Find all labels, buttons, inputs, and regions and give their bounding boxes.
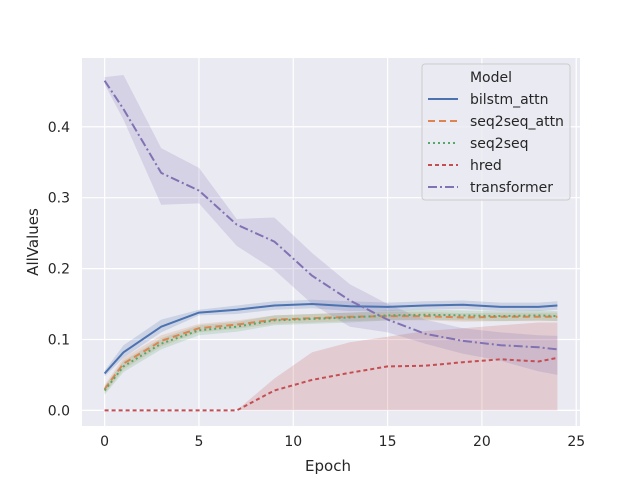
x-tick-label: 20 (473, 434, 491, 450)
legend-label-seq2seq-attn: seq2seq_attn (470, 114, 564, 130)
band-transformer (104, 75, 558, 375)
x-tick-label: 15 (379, 434, 397, 450)
legend: Model bilstm_attn seq2seq_attn seq2seq hred… (421, 63, 571, 201)
band-seq2seq (104, 309, 558, 395)
legend-label-seq2seq: seq2seq (470, 136, 529, 152)
line-transformer (103, 80, 558, 351)
legend-label-hred: hred (470, 158, 502, 174)
band-seq2seq-attn (104, 311, 558, 394)
series-lines (103, 80, 558, 412)
y-axis-label: AllValues (24, 208, 42, 276)
y-tick-label: 0.2 (48, 262, 70, 278)
legend-box (421, 63, 571, 201)
legend-title: Model (470, 70, 512, 86)
x-tick-label: 0 (100, 434, 109, 450)
y-tick-label: 0.0 (48, 403, 70, 419)
legend-label-bilstm-attn: bilstm_attn (470, 92, 549, 108)
x-tick-label: 10 (284, 434, 302, 450)
x-tick-label: 25 (567, 434, 585, 450)
y-tick-label: 0.1 (48, 332, 70, 348)
band-hred (104, 322, 558, 411)
legend-label-transformer: transformer (470, 180, 553, 196)
y-tick-label: 0.3 (48, 191, 70, 207)
y-tick-label: 0.4 (48, 120, 70, 136)
line-hred (104, 356, 558, 412)
line-bilstm-attn (103, 303, 558, 375)
x-axis-label: Epoch (305, 457, 351, 475)
x-tick-labels: 0 5 10 15 20 25 (100, 434, 585, 450)
line-seq2seq (103, 313, 558, 392)
x-tick-label: 5 (194, 434, 203, 450)
y-tick-labels: 0.0 0.1 0.2 0.3 0.4 (48, 120, 70, 420)
